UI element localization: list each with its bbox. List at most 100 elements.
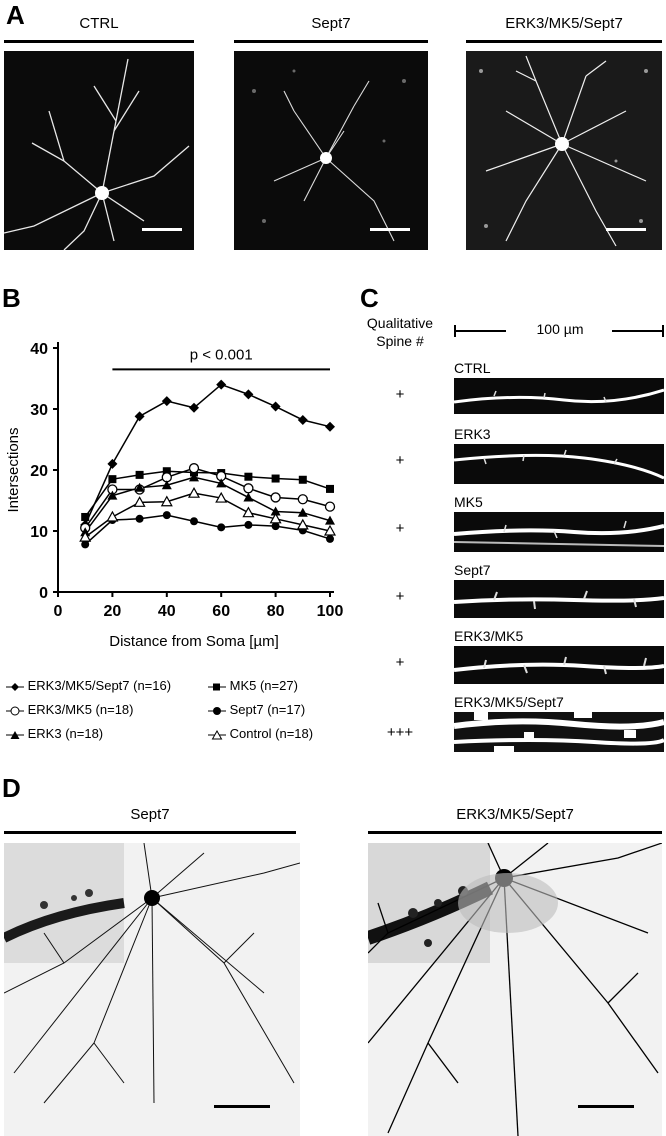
dendrite-strip-3: [454, 580, 664, 618]
spine-row-score-1: +: [395, 452, 405, 469]
point-s0-2: [134, 411, 145, 422]
dendrite-strip-5: [454, 712, 664, 752]
x-tick-label-4: 80: [267, 603, 285, 620]
series-line-4: [84, 476, 331, 533]
point-s0-3: [161, 396, 172, 407]
point-s4-1: [107, 490, 118, 500]
point-s0-9: [325, 421, 335, 432]
y-tick-label-2: 20: [30, 463, 48, 480]
legend-entry-0: ERK3/MK5/Sept7 (n=16): [6, 678, 171, 693]
point-s3-0: [81, 540, 90, 549]
point-s4-4: [189, 472, 199, 482]
spine-row-label-0: CTRL: [454, 360, 491, 376]
point-s5-3: [160, 495, 173, 507]
x-tick-label-3: 60: [212, 603, 230, 620]
spine-header: Qualitative Spine #: [360, 314, 440, 350]
point-s4-6: [243, 492, 254, 502]
dendrite-strip-1: [454, 444, 664, 484]
point-s2-4: [188, 463, 200, 474]
scale-bar-a3: [606, 228, 646, 231]
legend-label-5: Control (n=18): [229, 726, 314, 741]
spine-row-label-5: ERK3/MK5/Sept7: [454, 694, 564, 710]
dendrite-strip-2: [454, 512, 664, 552]
panel-d-caption-sept7: Sept7: [130, 806, 170, 823]
panel-a-bar-sept7: [234, 40, 428, 43]
point-s1-8: [298, 475, 307, 484]
x-tick-label-2: 40: [158, 603, 176, 620]
scale-tick-right: [662, 325, 664, 337]
spine-header-line1: Qualitative: [366, 315, 434, 331]
neuron-image-d-sept7: [4, 843, 300, 1136]
chart-lines: [84, 383, 331, 545]
scale-line-right: [612, 330, 664, 332]
point-s1-7: [271, 474, 280, 483]
point-s1-3: [162, 467, 171, 476]
point-s5-7: [269, 512, 282, 524]
point-s2-6: [243, 483, 254, 494]
legend-entry-5: Control (n=18): [208, 726, 313, 741]
point-s1-1: [108, 475, 117, 484]
spine-row-label-4: ERK3/MK5: [454, 628, 524, 644]
series-line-0: [84, 383, 331, 526]
chart-marks: [79, 379, 337, 549]
panel-c-letter: C: [360, 283, 379, 313]
y-tick-label-0: 0: [39, 585, 48, 602]
point-s3-7: [271, 522, 280, 531]
point-s0-1: [107, 458, 118, 469]
legend-entry-3: Sept7 (n=17): [208, 702, 305, 717]
y-axis-label: Intersections: [5, 427, 22, 512]
point-s3-9: [326, 534, 334, 543]
x-tick-label-5: 100: [317, 603, 344, 620]
series-line-2: [84, 467, 331, 529]
point-s2-9: [324, 501, 336, 512]
spine-row-label-1: ERK3: [454, 426, 491, 442]
spine-row-label-3: Sept7: [454, 562, 491, 578]
dendrite-strip-4: [454, 646, 664, 684]
point-s3-2: [135, 514, 144, 523]
x-tick-label-1: 20: [104, 603, 122, 620]
x-tick-label-0: 0: [54, 603, 63, 620]
point-s5-5: [215, 491, 228, 503]
point-s1-6: [244, 472, 253, 481]
scale-tick-left: [454, 325, 456, 337]
point-s5-4: [187, 486, 201, 498]
point-s4-7: [270, 506, 281, 516]
series-line-1: [84, 470, 331, 518]
point-s1-2: [135, 470, 144, 479]
x-axis-label: Distance from Soma [µm]: [109, 633, 279, 650]
panel-b-letter: B: [2, 283, 21, 313]
point-s4-9: [325, 515, 335, 525]
scale-bar-a1: [142, 228, 182, 231]
point-s5-8: [296, 518, 309, 530]
chart-axes: [53, 342, 334, 597]
point-s5-9: [323, 524, 337, 536]
neuron-image-triple: [466, 51, 662, 250]
panel-d-bar-triple: [368, 831, 662, 834]
y-tick-label-3: 30: [30, 402, 48, 419]
neuron-image-ctrl: [4, 51, 194, 250]
point-s4-2: [134, 482, 145, 492]
panel-a-bar-triple: [466, 40, 662, 43]
panel-a-letter: A: [6, 0, 25, 30]
scale-line-left: [454, 330, 506, 332]
point-s5-2: [133, 496, 146, 507]
panel-a-bar-ctrl: [4, 40, 194, 43]
spine-row-score-0: +: [395, 386, 405, 403]
neuron-image-sept7: [234, 51, 428, 250]
series-line-3: [84, 514, 331, 545]
point-s2-7: [270, 492, 281, 503]
point-s5-6: [242, 506, 255, 518]
point-s3-5: [217, 523, 226, 532]
chart-text: 0 10 20 30 40 0 20 40 60 80 100 Distance from Soma …: [5, 341, 343, 650]
point-s1-9: [326, 484, 334, 493]
spine-row-score-3: +: [395, 588, 405, 605]
panel-d-letter: D: [2, 773, 21, 803]
legend-label-0: ERK3/MK5/Sept7 (n=16): [27, 678, 172, 693]
spine-row-score-4: +: [395, 654, 405, 671]
point-s3-6: [244, 520, 253, 529]
legend-label-3: Sept7 (n=17): [229, 702, 306, 717]
spine-row-score-5: +++: [386, 724, 414, 741]
dendritic-complexity-chart: 0 10 20 30 40 0 20 40 60 80 100 Distance from Soma …: [5, 341, 343, 650]
scale-bar-d2: [578, 1105, 634, 1108]
panel-a-caption-triple: ERK3/MK5/Sept7: [505, 15, 623, 32]
